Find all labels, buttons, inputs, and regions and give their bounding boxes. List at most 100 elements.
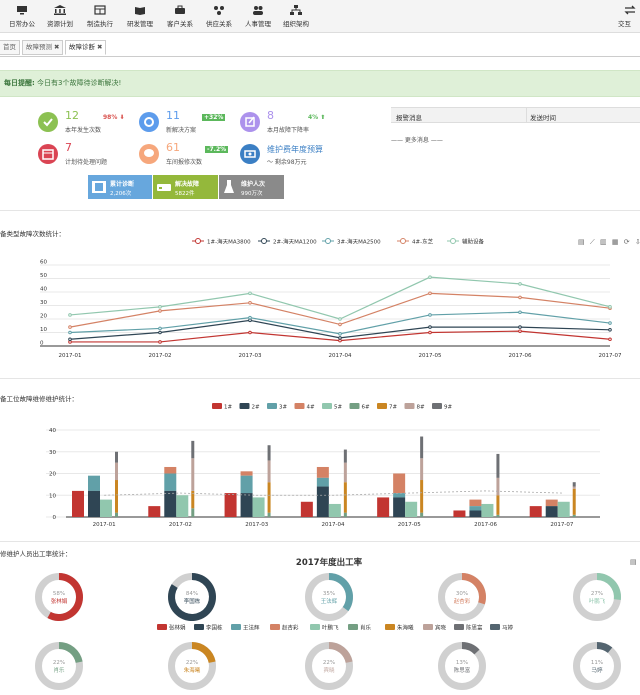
legend-swatch xyxy=(404,403,415,409)
bar-5 xyxy=(100,499,112,517)
x-tick-label: 2017-02 xyxy=(169,522,192,528)
column-divider xyxy=(526,108,527,122)
bar-3 xyxy=(164,473,177,491)
bar-6 xyxy=(343,512,347,517)
divider xyxy=(0,541,640,542)
calendar-icon xyxy=(38,144,58,164)
table-header: 报警消息 发送时间 xyxy=(391,107,640,123)
x-tick-label: 2017-02 xyxy=(149,353,172,359)
tab-fault-prediction[interactable]: 故障预测 ✖ xyxy=(22,40,64,55)
donut-percent: 58% xyxy=(53,591,65,597)
legend-label: 肖乐 xyxy=(360,624,372,632)
x-tick-label: 2017-01 xyxy=(93,522,116,528)
x-tick-label: 2017-03 xyxy=(239,353,262,359)
donut-arc xyxy=(47,573,84,621)
line-icon[interactable]: ⟋ xyxy=(589,238,595,246)
donut-percent: 11% xyxy=(591,660,603,666)
y-tick-label: 30 xyxy=(49,450,56,456)
legend-item: 4#-东芝 xyxy=(397,238,434,246)
data-point xyxy=(248,315,252,320)
bar-9 xyxy=(420,436,424,459)
close-icon[interactable]: ✖ xyxy=(54,43,60,51)
nav-item-rnd[interactable]: 研发管理 xyxy=(122,0,158,33)
data-point xyxy=(248,301,252,305)
nav-item-office[interactable]: 日常办公 xyxy=(4,0,40,33)
stat-label: 本年发生次数 xyxy=(65,127,102,134)
save-icon[interactable]: ⇩ xyxy=(634,238,640,246)
restore-icon[interactable]: ⟳ xyxy=(623,238,630,246)
bar-2 xyxy=(88,490,100,517)
bar-4 xyxy=(469,499,482,507)
data-point xyxy=(608,337,612,342)
legend-label: 3#-海天MA2500 xyxy=(337,238,381,246)
legend-swatch xyxy=(348,624,358,630)
legend-label: 2# xyxy=(252,405,260,411)
bar-1 xyxy=(377,497,390,517)
bar-icon[interactable]: ▥ xyxy=(600,238,607,246)
legend-label: 马婷 xyxy=(502,624,514,632)
stat-value: 61 xyxy=(166,141,180,154)
data-point xyxy=(338,322,342,327)
arrow-up-icon: ⬆ xyxy=(320,114,326,121)
tile-resolved[interactable]: 解决故障 5822件 xyxy=(153,175,218,199)
nav-item-swap[interactable]: 交互 xyxy=(618,0,640,33)
alarm-message-table: 报警消息 发送时间 —— 更多消息 —— xyxy=(391,107,640,147)
bar-2 xyxy=(164,490,177,517)
data-point xyxy=(338,332,342,336)
legend-swatch xyxy=(231,624,241,630)
nav-item-resource[interactable]: 资源计划 xyxy=(42,0,78,33)
stat-badge: +32% xyxy=(202,114,226,121)
donut-arc xyxy=(597,642,613,653)
bar-7 xyxy=(343,482,347,513)
data-point xyxy=(518,295,522,300)
data-point xyxy=(158,309,162,313)
divider xyxy=(0,378,640,379)
nav-item-label: 制造执行 xyxy=(87,20,113,28)
bar-8 xyxy=(191,458,195,491)
legend-label: 5# xyxy=(334,405,342,411)
donut-track xyxy=(573,642,621,690)
x-tick-label: 2017-05 xyxy=(398,522,421,528)
data-view-icon[interactable]: ▤ xyxy=(578,238,585,246)
stat-value: 8 xyxy=(267,109,274,122)
tab-home[interactable]: 首页 xyxy=(0,40,20,55)
nav-item-customer[interactable]: 客户关系 xyxy=(162,0,198,33)
monitor-icon xyxy=(17,6,27,15)
data-point xyxy=(518,282,522,286)
stat-monthly-decline: 8 本月故障下降率 4% ⬆ xyxy=(240,109,340,144)
donut-name: 肖乐 xyxy=(53,666,65,674)
save-icon[interactable]: ▤ xyxy=(630,558,637,566)
nav-item-org[interactable]: 组织架构 xyxy=(278,0,314,33)
nav-item-manufacturing[interactable]: 制造执行 xyxy=(82,0,118,33)
close-icon[interactable]: ✖ xyxy=(97,43,103,51)
tile-diagnoses[interactable]: 累计诊断 2,206次 xyxy=(88,175,152,199)
tile-maintenance[interactable]: 维护人次 990万次 xyxy=(219,175,284,199)
legend-swatch xyxy=(322,403,332,409)
tile-value: 5822件 xyxy=(175,191,195,197)
bar-6 xyxy=(572,514,576,517)
legend-item: 1#-海天MA3800 xyxy=(192,238,251,246)
swap-icon xyxy=(624,5,636,15)
legend-swatch xyxy=(270,624,280,630)
legend-item: 3# xyxy=(267,403,287,411)
bar-4 xyxy=(545,499,558,507)
legend-label: 辅助设备 xyxy=(462,238,485,246)
column-header-time: 发送时间 xyxy=(530,114,556,122)
legend-item: 朱海曦 xyxy=(385,624,414,632)
stack-icon[interactable]: ▦ xyxy=(611,238,619,246)
legend-label: 8# xyxy=(417,405,425,411)
chart-toolbox: ▤ ⟋ ▥ ▦ ⟳ ⇩ xyxy=(578,238,640,248)
tab-fault-diagnosis[interactable]: 故障诊断 ✖ xyxy=(65,40,107,55)
legend-label: 陈思富 xyxy=(466,624,483,632)
nav-item-supply[interactable]: 供应关系 xyxy=(201,0,237,33)
nav-item-hr[interactable]: 人事管理 xyxy=(240,0,276,33)
legend-swatch xyxy=(239,403,250,409)
nav-item-label: 供应关系 xyxy=(206,20,232,28)
bar-6 xyxy=(267,512,271,517)
legend-item: 6# xyxy=(349,403,370,411)
legend-item: 8# xyxy=(404,403,425,411)
legend-swatch xyxy=(423,624,433,630)
more-messages-link[interactable]: —— 更多消息 —— xyxy=(391,137,443,144)
data-point xyxy=(68,337,72,342)
data-point xyxy=(608,305,612,309)
